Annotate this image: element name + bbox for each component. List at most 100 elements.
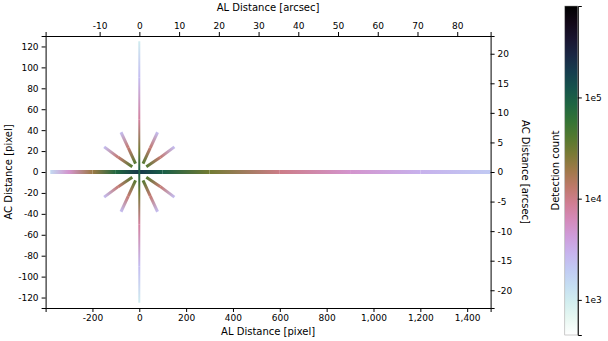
axis-line [46,32,491,37]
tick: -120 [18,293,45,303]
streak-segment [121,132,128,148]
tick: 20 [214,21,226,36]
tick-label: 60 [27,105,39,115]
x2-axis: -1001020304050607080 [46,21,491,37]
tick: 200 [178,308,195,323]
tick: 600 [272,308,289,323]
tick: 1e4 [578,194,602,204]
tick-label: 120 [21,42,38,52]
tick-mark [42,298,46,299]
tick: 20 [27,146,45,156]
tick: -10 [491,227,513,237]
streak-segment [210,170,280,174]
tick-label: 0 [137,21,143,31]
streak-segment [139,170,162,174]
plot-area [50,41,490,303]
tick-mark [578,199,582,200]
streak-segment [160,187,174,197]
tick: -80 [24,251,46,261]
tick-mark [42,130,46,131]
tick-label: 1,000 [361,313,387,323]
tick-label: 60 [373,21,385,31]
colorbar-axis: 1e31e41e5 [578,7,602,336]
axis-line [578,7,582,336]
streak-segment [118,177,132,186]
tick: 70 [412,21,424,36]
tick-label: 30 [253,21,265,31]
tick-label: 400 [225,313,242,323]
tick-mark [373,308,374,312]
tick-label: 0 [33,167,39,177]
tick-mark [578,97,582,98]
tick-label: -5 [498,197,507,207]
tick-mark [42,214,46,215]
tick-label: -40 [24,209,39,219]
tick-mark [491,172,495,173]
tick: -40 [24,209,46,219]
tick: 80 [452,21,464,36]
streak-segment [138,224,140,266]
tick-mark [491,202,495,203]
tick-mark [338,32,339,36]
streak-segment [118,157,132,166]
tick-label: 70 [412,21,424,31]
tick-mark [219,32,220,36]
tick-mark [100,32,101,36]
tick: 15 [491,79,509,89]
tick: 10 [491,108,510,118]
tick: 120 [21,42,45,52]
tick-mark [457,32,458,36]
tick-label: 1,400 [455,313,481,323]
tick-mark [491,83,495,84]
tick: 50 [333,21,345,36]
y-axis: -120-100-80-60-40-20020406080100120 [18,37,46,309]
tick-mark [42,67,46,68]
tick-label: -60 [24,230,39,240]
tick-label: 10 [174,21,186,31]
tick-label: 1,200 [408,313,434,323]
tick-label: -15 [498,256,513,266]
tick-mark [139,308,140,312]
tick-label: 80 [452,21,464,31]
streak-segment [138,41,140,78]
streak-segment [150,132,157,148]
tick-mark [491,290,495,291]
streak-segment [128,180,135,196]
tick-label: 600 [272,313,289,323]
tick-label: -20 [24,188,39,198]
tick-mark [491,54,495,55]
tick-label: -200 [83,313,104,323]
tick: 5 [491,138,504,148]
streak-segment [146,177,160,186]
streak-segment [163,170,210,174]
tick: 0 [491,167,504,177]
streak-segment [350,170,420,174]
streak-segment [280,170,350,174]
tick-mark [42,151,46,152]
tick-label: 15 [498,79,509,89]
chart: -20002004006008001,0001,2001,400-1001020… [0,0,608,341]
tick: 800 [319,308,336,323]
tick: 100 [21,63,45,73]
axis-line [46,309,491,313]
tick-mark [491,113,495,114]
tick-mark [491,231,495,232]
streak-segment [138,78,140,120]
tick-label: -10 [93,21,108,31]
tick: 30 [253,21,265,36]
tick: -60 [24,230,46,240]
tick: -5 [491,197,507,207]
tick: 60 [373,21,385,36]
tick-mark [417,32,418,36]
tick-label: 800 [319,313,336,323]
streak-segment [104,187,118,197]
tick: 1,400 [455,308,481,323]
streak-segment [160,147,174,157]
tick-mark [42,109,46,110]
tick-label: 50 [333,21,345,31]
tick-label: 1e5 [585,93,602,103]
tick: 400 [225,308,242,323]
tick: -20 [491,286,513,296]
streak-segment [138,193,140,224]
tick-label: 20 [27,146,39,156]
